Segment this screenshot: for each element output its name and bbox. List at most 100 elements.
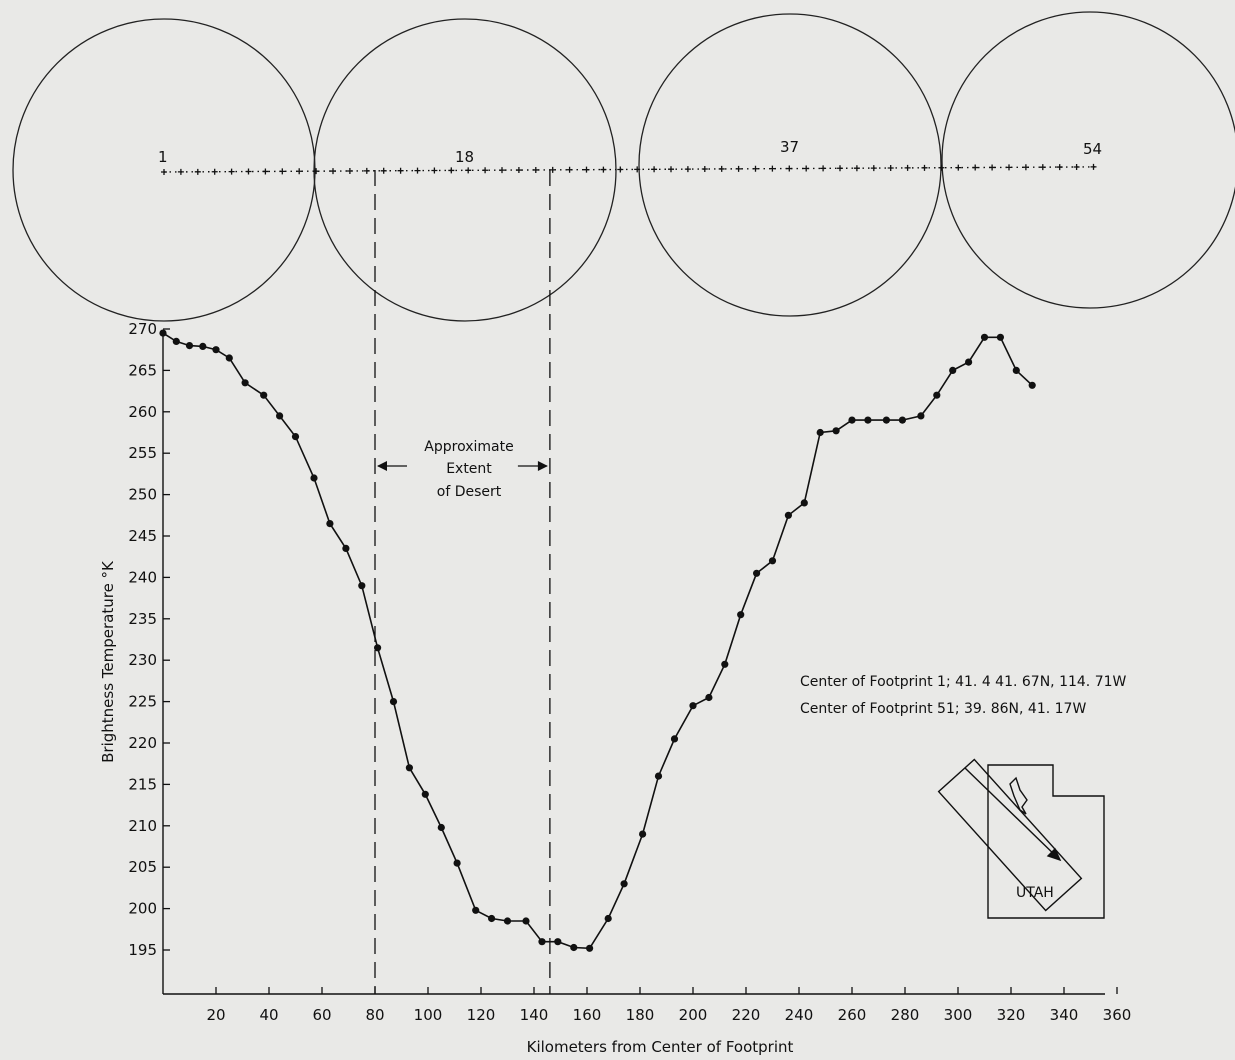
desert-label-line-3: of Desert xyxy=(437,484,502,500)
footprint-marker xyxy=(448,167,455,174)
data-point xyxy=(933,391,941,399)
footprint-marker xyxy=(600,166,607,173)
footprint-marker xyxy=(634,166,641,173)
data-point xyxy=(472,906,480,914)
footprint-marker xyxy=(701,166,708,173)
footprint-marker xyxy=(465,167,472,174)
footprint-marker xyxy=(330,168,336,175)
footprint-marker xyxy=(735,165,742,172)
footprint-marker xyxy=(262,168,269,175)
footprint-marker xyxy=(668,166,674,173)
data-point xyxy=(225,354,233,362)
series-temperature xyxy=(159,329,1036,952)
footprint-marker xyxy=(684,166,691,173)
data-point xyxy=(1012,366,1020,374)
footprint-marker xyxy=(397,167,404,174)
footprint-marker xyxy=(549,166,556,173)
axes xyxy=(162,330,1105,995)
footprint-marker xyxy=(853,165,860,172)
data-point xyxy=(620,880,628,888)
data-point xyxy=(670,735,679,743)
footprint-marker xyxy=(566,166,573,173)
footprint-marker xyxy=(1022,164,1029,171)
footprint-marker xyxy=(617,166,624,173)
y-tick-label: 270 xyxy=(128,320,157,338)
y-axis-title: Brightness Temperature °K xyxy=(99,560,117,763)
footprint-marker xyxy=(837,165,843,172)
data-point xyxy=(898,416,907,424)
data-point xyxy=(172,337,180,345)
y-tick-label: 215 xyxy=(128,775,157,793)
footprint-marker xyxy=(1006,164,1012,171)
data-point xyxy=(389,698,398,706)
data-point xyxy=(291,433,300,441)
x-tick-label: 160 xyxy=(573,1006,602,1024)
data-point xyxy=(848,416,856,424)
footprint-label-18: 18 xyxy=(455,148,474,166)
footprint-marker xyxy=(1090,163,1097,170)
footprint-track xyxy=(161,163,1097,175)
footprint-marker xyxy=(363,167,370,174)
data-point xyxy=(639,830,647,838)
data-point xyxy=(342,544,350,553)
footprint-marker xyxy=(651,166,658,173)
data-point xyxy=(882,416,891,424)
y-tick-label: 205 xyxy=(128,858,157,876)
footprint-marker xyxy=(380,167,387,174)
desert-arrowhead-left xyxy=(377,461,387,471)
data-point xyxy=(358,582,366,590)
y-tick-label: 235 xyxy=(128,610,157,628)
data-point xyxy=(421,790,429,798)
x-tick-label: 260 xyxy=(838,1006,867,1024)
data-point xyxy=(721,660,729,668)
footprint-marker xyxy=(296,168,303,175)
y-tick-label: 240 xyxy=(128,568,157,586)
data-point xyxy=(768,557,777,565)
x-tick-label: 360 xyxy=(1103,1006,1132,1024)
footprint-marker xyxy=(769,165,776,172)
footprint-marker xyxy=(482,167,489,174)
x-tick-label: 280 xyxy=(891,1006,920,1024)
data-point xyxy=(374,644,382,652)
data-point xyxy=(965,358,973,366)
y-tick-label: 210 xyxy=(128,817,157,835)
footprint-marker xyxy=(870,165,877,172)
data-point xyxy=(864,416,872,424)
footprint-marker xyxy=(803,165,810,172)
x-tick-label: 300 xyxy=(944,1006,973,1024)
track-arrowhead xyxy=(1046,847,1062,862)
footprint-marker xyxy=(194,168,201,175)
x-tick-label: 140 xyxy=(520,1006,549,1024)
data-point xyxy=(488,914,496,923)
data-point xyxy=(212,346,220,354)
footprint-marker xyxy=(177,168,184,175)
desert-label-line-1: Approximate xyxy=(424,439,513,455)
annotation-footprint-1: Center of Footprint 1; 41. 4 41. 67N, 11… xyxy=(800,674,1127,690)
data-point xyxy=(996,333,1005,341)
data-point xyxy=(737,611,745,619)
data-point xyxy=(437,823,445,832)
y-tick-label: 265 xyxy=(128,361,157,379)
y-tick-label: 250 xyxy=(128,486,157,504)
footprint-marker xyxy=(1073,163,1080,170)
footprint-marker xyxy=(972,164,979,171)
swath-rectangle xyxy=(937,758,1083,912)
footprint-marker xyxy=(786,165,793,172)
y-tick-label: 245 xyxy=(128,527,157,545)
footprint-marker xyxy=(955,164,962,171)
data-point xyxy=(816,428,824,437)
desert-extent xyxy=(374,170,551,994)
footprint-marker xyxy=(532,166,539,173)
y-tick-label: 230 xyxy=(128,651,157,669)
data-point xyxy=(159,329,167,337)
footprint-marker xyxy=(1056,164,1063,171)
x-ticks: 20 40 60 80 100 120 140 160 180 200 220 240 260 280 30… xyxy=(206,987,1131,1024)
footprint-marker xyxy=(904,164,911,171)
footprint-circle xyxy=(12,18,316,322)
y-tick-label: 195 xyxy=(128,941,157,959)
data-point xyxy=(405,764,413,772)
utah-inset-map xyxy=(937,758,1105,919)
footprint-marker xyxy=(718,165,725,172)
data-point xyxy=(453,859,461,867)
footprint-marker xyxy=(515,167,522,174)
